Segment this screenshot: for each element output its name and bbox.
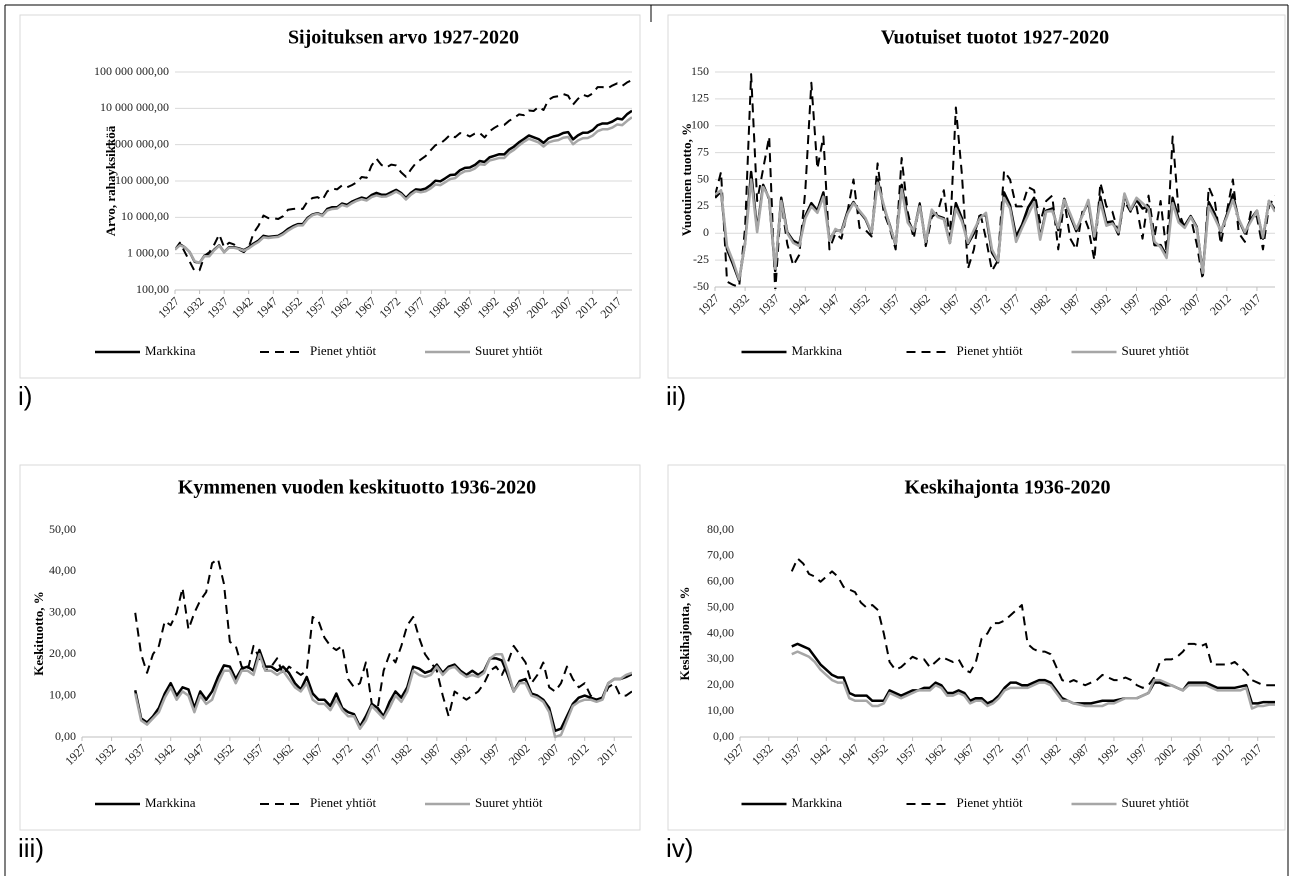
y-tick-label: 0,00 xyxy=(55,729,76,743)
y-tick-label: 125 xyxy=(691,91,709,105)
series-line xyxy=(790,557,1275,689)
y-axis-title: Vuotuinen tuotto, % xyxy=(679,123,694,236)
y-tick-label: 50,00 xyxy=(707,599,734,613)
y-tick-label: 50,00 xyxy=(49,522,76,536)
y-tick-label: 10,00 xyxy=(49,687,76,701)
series-line xyxy=(715,178,1275,281)
legend-label: Pienet yhtiöt xyxy=(310,343,376,358)
y-axis-title: Arvo, rahayksikköä xyxy=(103,125,118,236)
chart-title: Sijoituksen arvo 1927-2020 xyxy=(288,27,519,49)
y-tick-label: 1 000,00 xyxy=(127,245,169,259)
panel-label: i) xyxy=(18,381,32,411)
chart-title: Vuotuiset tuotot 1927-2020 xyxy=(881,27,1109,49)
legend-label: Suuret yhtiöt xyxy=(475,795,543,810)
chart-panel: Kymmenen vuoden keskituotto 1936-2020 0,0… xyxy=(18,464,641,863)
legend-label: Pienet yhtiöt xyxy=(310,795,376,810)
panel-label: iii) xyxy=(18,833,44,863)
y-tick-label: 30,00 xyxy=(707,651,734,665)
legend-label: Suuret yhtiöt xyxy=(475,343,543,358)
y-tick-label: 0,00 xyxy=(713,729,734,743)
y-tick-label: 30,00 xyxy=(49,605,76,619)
series-line xyxy=(175,116,632,265)
y-tick-label: 75 xyxy=(697,144,709,158)
y-tick-label: 20,00 xyxy=(49,646,76,660)
series-line xyxy=(715,73,1275,289)
y-tick-label: 20,00 xyxy=(707,677,734,691)
series-line xyxy=(134,652,632,739)
y-tick-label: 10 000 000,00 xyxy=(100,100,169,114)
chart-panel: Keskihajonta 1936-2020 0,00 10,00 20,00 30,0… xyxy=(666,464,1286,863)
y-tick-label: 10,00 xyxy=(707,703,734,717)
legend-label: Suuret yhtiöt xyxy=(1122,795,1190,810)
y-tick-label: 60,00 xyxy=(707,574,734,588)
y-tick-label: 100,00 xyxy=(136,282,169,296)
y-tick-label: 1 000 000,00 xyxy=(106,136,169,150)
panel-label: ii) xyxy=(666,381,686,411)
y-tick-label: 40,00 xyxy=(707,625,734,639)
y-tick-label: 150 xyxy=(691,64,709,78)
y-axis-title: Keskituotto, % xyxy=(31,591,46,676)
legend-label: Markkina xyxy=(792,795,843,810)
chart-border xyxy=(667,14,1286,379)
legend-label: Markkina xyxy=(792,343,843,358)
legend-label: Markkina xyxy=(145,795,196,810)
y-tick-label: 100 000,00 xyxy=(115,173,169,187)
y-tick-label: 0 xyxy=(703,225,709,239)
legend-label: Pienet yhtiöt xyxy=(957,343,1023,358)
chart-border xyxy=(19,14,641,379)
y-tick-label: 50 xyxy=(697,171,709,185)
legend-label: Pienet yhtiöt xyxy=(957,795,1023,810)
panel-label: iv) xyxy=(666,833,693,863)
chart-panel: Vuotuiset tuotot 1927-2020 -50 -25 0 25 50 75 1… xyxy=(666,14,1286,411)
series-line xyxy=(175,79,632,273)
chart-panel: Sijoituksen arvo 1927-2020 100,00 1 000,00… xyxy=(18,14,641,411)
y-tick-label: 10 000,00 xyxy=(121,209,169,223)
legend-label: Markkina xyxy=(145,343,196,358)
y-tick-label: 100 000 000,00 xyxy=(94,64,169,78)
chart-title: Keskihajonta 1936-2020 xyxy=(904,477,1110,499)
legend-label: Suuret yhtiöt xyxy=(1122,343,1190,358)
y-tick-label: 25 xyxy=(697,198,709,212)
y-axis-title: Keskihajonta, % xyxy=(677,587,692,681)
chart-border xyxy=(667,464,1286,831)
chart-border xyxy=(19,464,641,831)
series-line xyxy=(791,650,1275,710)
y-tick-label: -50 xyxy=(693,279,709,293)
y-tick-label: 100 xyxy=(691,118,709,132)
y-tick-label: 70,00 xyxy=(707,548,734,562)
series-line xyxy=(791,642,1275,705)
y-tick-label: 80,00 xyxy=(707,522,734,536)
y-tick-label: 40,00 xyxy=(49,563,76,577)
y-tick-label: -25 xyxy=(693,252,709,266)
series-line xyxy=(134,557,632,718)
chart-title: Kymmenen vuoden keskituotto 1936-2020 xyxy=(178,477,536,499)
